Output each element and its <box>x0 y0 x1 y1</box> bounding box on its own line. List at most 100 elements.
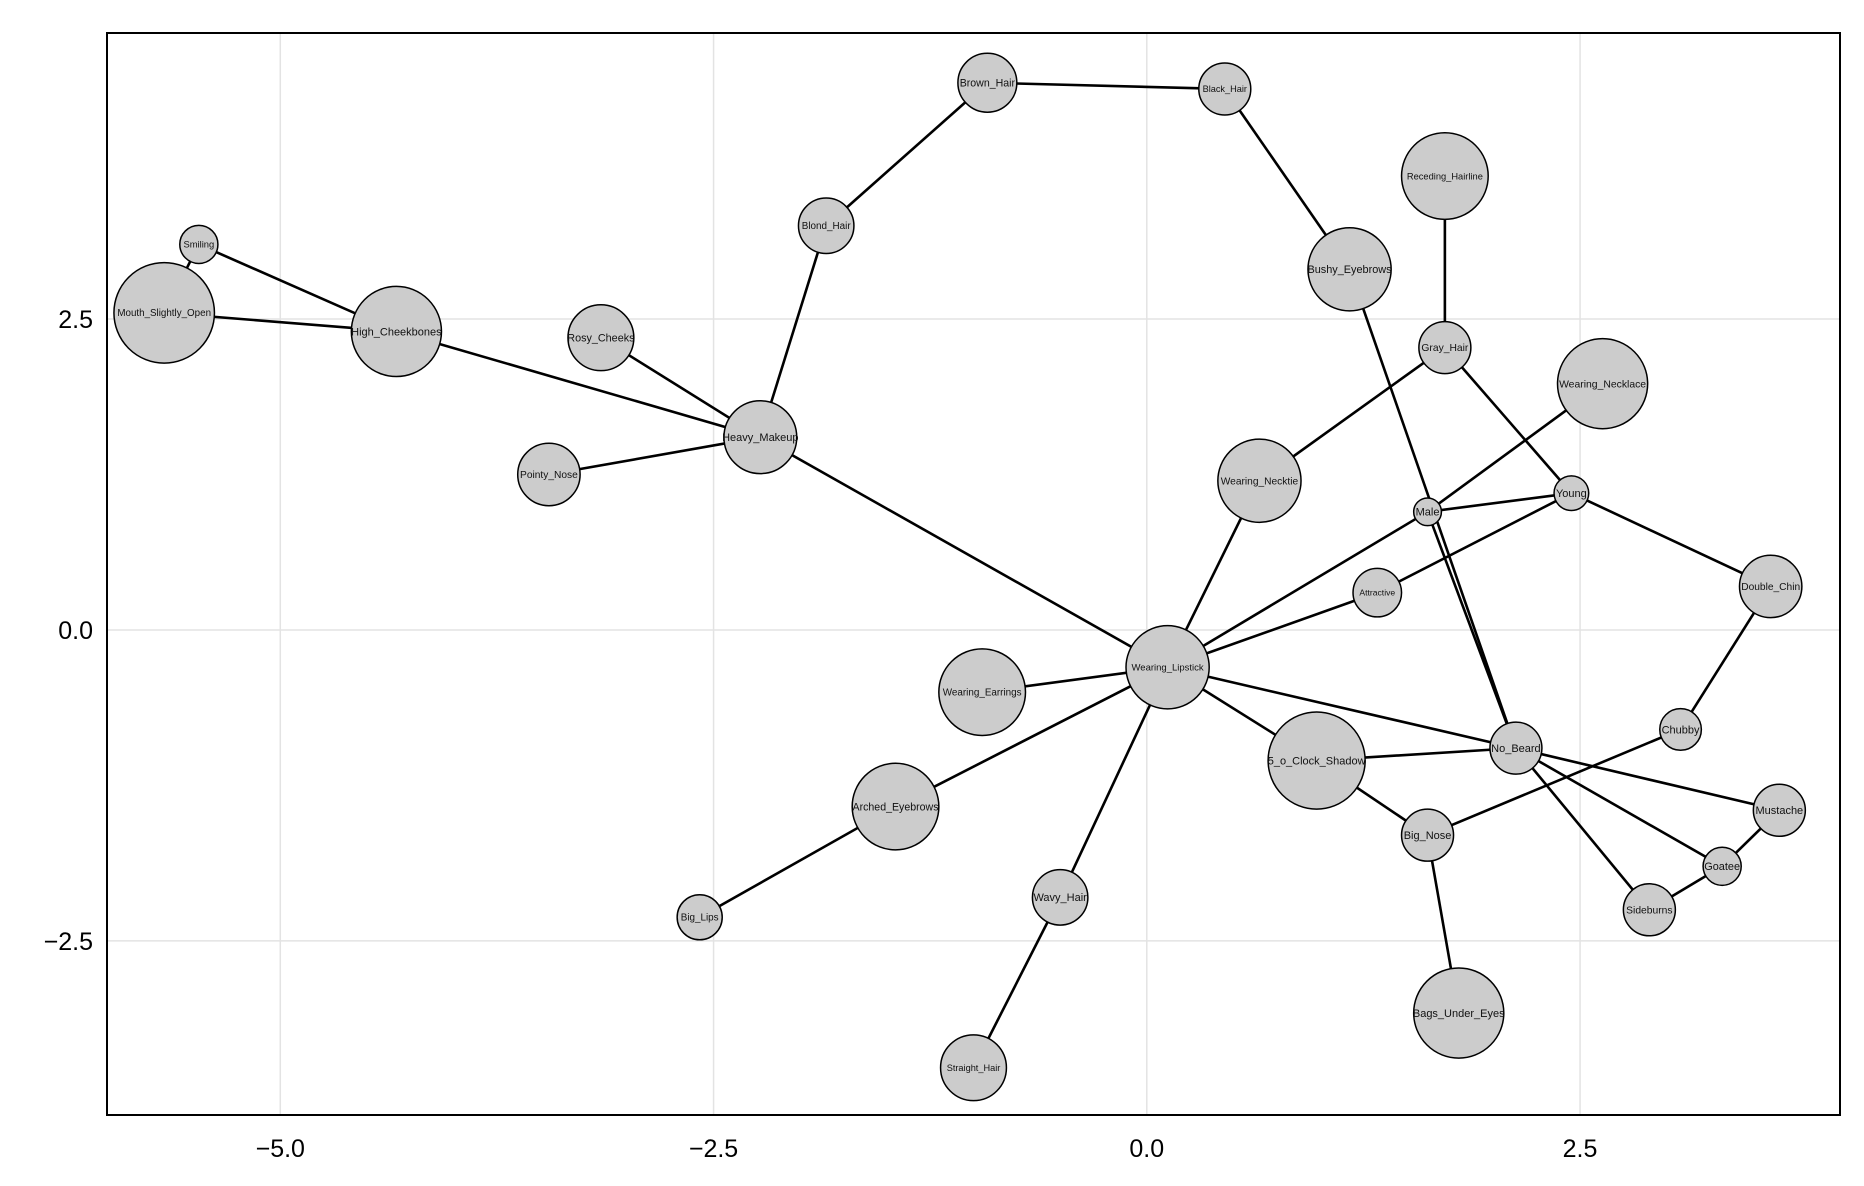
edge-Young-Double_Chin <box>1570 491 1772 588</box>
node-label: Gray_Hair <box>1421 343 1468 354</box>
node-5_o_Clock_Shadow: 5_o_Clock_Shadow <box>1267 711 1366 810</box>
node-Wearing_Lipstick: Wearing_Lipstick <box>1125 624 1210 710</box>
edge-Male-No_Beard <box>1426 511 1518 749</box>
node-Wearing_Earrings: Wearing_Earrings <box>938 648 1027 737</box>
node-Heavy_Makeup: Heavy_Makeup <box>722 400 799 475</box>
node-circle <box>1738 554 1803 619</box>
node-circle <box>957 52 1018 113</box>
grid <box>107 33 1840 1115</box>
node-label: Wavy_Hair <box>1033 892 1087 904</box>
node-label: Double_Chin <box>1741 582 1800 593</box>
node-Double_Chin: Double_Chin <box>1738 554 1803 619</box>
node-circle <box>179 224 219 265</box>
node-Wearing_Necktie: Wearing_Necktie <box>1217 438 1302 524</box>
node-circle <box>676 893 723 941</box>
node-label: Wearing_Necklace <box>1559 379 1646 390</box>
y-tick-label: 2.5 <box>58 306 93 334</box>
plot-frame <box>106 32 1841 1116</box>
edge-Blond_Hair-Brown_Hair <box>825 81 989 227</box>
edge-Brown_Hair-Black_Hair <box>987 81 1225 91</box>
node-label: Brown_Hair <box>960 77 1016 89</box>
edge-No_Beard-Sideburns <box>1514 747 1651 911</box>
node-Pointy_Nose: Pointy_Nose <box>516 442 581 507</box>
node-circle <box>350 285 443 378</box>
x-tick-label: 0.0 <box>1129 1135 1164 1163</box>
node-Goatee: Goatee <box>1702 846 1742 887</box>
node-circle <box>1125 624 1210 710</box>
node-label: Black_Hair <box>1203 84 1247 94</box>
node-Brown_Hair: Brown_Hair <box>957 52 1018 113</box>
node-circle <box>1556 337 1649 430</box>
y-tick-label: −2.5 <box>44 928 93 956</box>
edge-No_Beard-Goatee <box>1515 746 1723 868</box>
node-label: Big_Lips <box>681 913 719 924</box>
node-circle <box>1553 475 1590 512</box>
node-circle <box>1217 438 1302 524</box>
node-label: No_Beard <box>1491 743 1541 755</box>
node-High_Cheekbones: High_Cheekbones <box>350 285 443 378</box>
node-label: Wearing_Earrings <box>943 688 1022 699</box>
node-circle <box>939 1034 1008 1102</box>
node-label: Rosy_Cheeks <box>567 332 635 344</box>
y-tick-label: 0.0 <box>58 617 93 645</box>
node-label: Attractive <box>1359 588 1395 598</box>
edge-Wearing_Lipstick-No_Beard <box>1167 666 1517 750</box>
node-No_Beard: No_Beard <box>1489 721 1543 775</box>
node-label: Young <box>1556 488 1587 500</box>
node-Straight_Hair: Straight_Hair <box>939 1034 1008 1102</box>
node-circle <box>1267 711 1366 810</box>
x-tick-label: 2.5 <box>1563 1135 1598 1163</box>
node-circle <box>1659 707 1703 752</box>
node-Sideburns: Sideburns <box>1622 883 1677 937</box>
nodes: Mouth_Slightly_Open Smiling High_Cheekbone… <box>113 52 1807 1102</box>
node-Young: Young <box>1553 475 1590 512</box>
node-circle <box>1702 846 1742 887</box>
node-Black_Hair: Black_Hair <box>1198 62 1252 116</box>
node-Wearing_Necklace: Wearing_Necklace <box>1556 337 1649 430</box>
edge-Male-Young <box>1427 491 1572 514</box>
node-Blond_Hair: Blond_Hair <box>797 197 855 255</box>
node-Mouth_Slightly_Open: Mouth_Slightly_Open <box>113 261 216 364</box>
node-circle <box>1031 868 1089 926</box>
node-Arched_Eyebrows: Arched_Eyebrows <box>851 762 940 851</box>
node-circle <box>1752 783 1807 838</box>
node-label: Sideburns <box>1626 905 1672 916</box>
node-label: 5_o_Clock_Shadow <box>1268 755 1366 767</box>
node-circle <box>1400 808 1455 862</box>
node-Big_Nose: Big_Nose <box>1400 808 1455 862</box>
node-Wavy_Hair: Wavy_Hair <box>1031 868 1089 926</box>
node-Smiling: Smiling <box>179 224 219 265</box>
node-label: Arched_Eyebrows <box>853 801 939 813</box>
edge-Gray_Hair-Young <box>1443 346 1573 495</box>
node-label: Bushy_Eyebrows <box>1307 264 1392 276</box>
edge-Male-Wearing_Lipstick <box>1166 510 1429 669</box>
node-circle <box>938 648 1027 737</box>
node-circle <box>851 762 940 851</box>
node-label: Big_Nose <box>1404 830 1452 842</box>
node-circle <box>1418 320 1472 375</box>
node-Rosy_Cheeks: Rosy_Cheeks <box>567 304 635 372</box>
node-Receding_Hairline: Receding_Hairline <box>1400 131 1489 221</box>
x-tick-label: −2.5 <box>689 1135 738 1163</box>
node-Chubby: Chubby <box>1659 707 1703 752</box>
node-Gray_Hair: Gray_Hair <box>1418 320 1472 375</box>
node-circle <box>797 197 855 255</box>
edge-Wearing_Lipstick-Arched_Eyebrows <box>894 666 1169 808</box>
edge-No_Beard-Mustache <box>1515 746 1780 812</box>
node-label: Mouth_Slightly_Open <box>117 308 211 319</box>
node-circle <box>1412 967 1505 1059</box>
node-Attractive: Attractive <box>1352 567 1403 618</box>
node-label: High_Cheekbones <box>351 326 442 338</box>
node-label: Pointy_Nose <box>520 470 578 481</box>
node-circle <box>1489 721 1543 775</box>
node-circle <box>1412 497 1443 527</box>
node-circle <box>1307 226 1392 312</box>
node-circle <box>113 261 216 364</box>
node-circle <box>1622 883 1677 937</box>
node-label: Male <box>1416 507 1440 519</box>
node-Male: Male <box>1412 497 1443 527</box>
node-circle <box>516 442 581 507</box>
node-circle <box>1400 131 1489 221</box>
edge-Young-Attractive <box>1376 492 1572 594</box>
node-label: Wearing_Lipstick <box>1132 663 1204 674</box>
